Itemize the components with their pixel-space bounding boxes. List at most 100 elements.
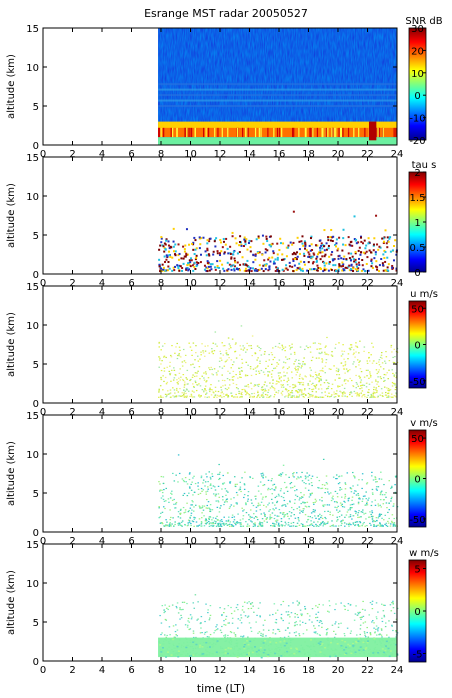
data-cell [351, 496, 354, 498]
data-cell [363, 350, 365, 352]
data-cell [355, 511, 358, 513]
data-cell [165, 525, 168, 527]
data-cell [343, 358, 345, 360]
data-cell [221, 246, 224, 249]
data-cell [223, 620, 225, 622]
data-cell [324, 253, 327, 256]
data-cell [365, 483, 368, 485]
data-cell [216, 265, 219, 268]
data-cell [319, 634, 322, 636]
data-cell [289, 500, 291, 502]
data-cell [276, 383, 278, 385]
data-cell [352, 384, 354, 387]
data-cell [164, 507, 166, 510]
data-cell [338, 395, 340, 397]
data-cell [283, 375, 285, 377]
data-cell [288, 614, 290, 616]
data-cell [175, 605, 178, 608]
data-cell [360, 371, 363, 373]
data-cell [304, 475, 307, 477]
data-cell [359, 377, 361, 379]
data-cell [208, 240, 211, 243]
data-cell [389, 396, 391, 398]
data-cell [329, 236, 332, 239]
snr-layer [158, 105, 397, 107]
data-cell [294, 517, 297, 519]
data-cell [266, 249, 269, 252]
data-cell [222, 522, 225, 524]
data-cell [384, 604, 386, 606]
data-cell [263, 512, 265, 514]
data-cell [372, 479, 375, 481]
y-axis-label: altitude (km) [6, 570, 17, 635]
data-cell [188, 492, 190, 494]
data-cell [186, 389, 188, 391]
data-cell [206, 260, 209, 263]
data-cell [193, 396, 196, 398]
data-cell [368, 249, 371, 252]
data-cell [360, 511, 363, 513]
data-cell [195, 389, 198, 392]
data-cell [280, 392, 283, 394]
data-cell [368, 389, 370, 391]
data-cell [337, 257, 340, 260]
data-cell [311, 249, 314, 252]
data-cell [365, 518, 367, 520]
data-cell [205, 390, 207, 392]
data-cell [262, 396, 265, 398]
data-cell [211, 389, 214, 391]
data-cell [310, 395, 313, 397]
data-cell [262, 635, 265, 637]
x-tick-label: 6 [128, 665, 134, 676]
data-cell [223, 524, 225, 526]
data-cell [198, 518, 201, 520]
data-cell [213, 396, 215, 398]
w-cell [205, 641, 208, 644]
w-cell [215, 651, 218, 653]
data-cell [196, 619, 198, 621]
data-cell [225, 520, 228, 522]
data-cell [278, 378, 281, 380]
data-cell [374, 392, 376, 394]
data-cell [335, 520, 338, 522]
data-cell [188, 259, 191, 262]
data-cell [242, 518, 244, 520]
data-cell [368, 352, 370, 354]
data-cell [211, 350, 214, 352]
data-cell [250, 499, 253, 501]
y-tick-label: 0 [33, 141, 39, 152]
snr-stripe [321, 127, 323, 138]
x-tick-label: 8 [158, 407, 164, 418]
data-cell [249, 395, 252, 397]
data-cell [246, 248, 249, 251]
colorbar-tick-label: 20 [411, 46, 424, 57]
data-cell [307, 384, 310, 387]
x-tick-label: 0 [40, 665, 46, 676]
data-cell [163, 355, 166, 357]
data-cell [192, 363, 194, 365]
data-cell [335, 393, 338, 395]
data-cell [347, 509, 350, 511]
data-cell [244, 240, 247, 243]
data-cell [230, 612, 233, 615]
data-cell [280, 473, 283, 476]
data-cell [235, 502, 237, 504]
snr-stripe [327, 127, 329, 138]
data-cell [285, 505, 287, 507]
data-cell [314, 378, 317, 380]
data-cell [171, 256, 174, 259]
data-cell [298, 635, 301, 637]
data-cell [297, 518, 300, 520]
w-cell [170, 654, 173, 656]
data-cell [296, 391, 299, 393]
data-cell [183, 360, 186, 362]
data-cell [306, 519, 309, 521]
data-cell [292, 521, 295, 524]
data-cell [223, 379, 226, 382]
data-cell [200, 475, 203, 477]
data-cell [361, 384, 363, 386]
data-cell [179, 607, 181, 609]
data-cell [268, 502, 270, 504]
data-cell [181, 525, 183, 527]
data-cell [337, 386, 339, 388]
